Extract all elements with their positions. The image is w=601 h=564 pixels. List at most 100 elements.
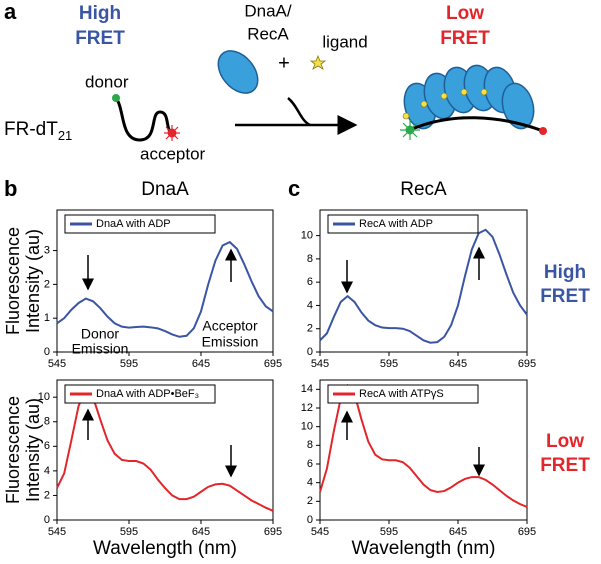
y-tick-label: 6	[307, 276, 313, 288]
substrate-label: FR-dT21	[4, 119, 72, 143]
acceptor-dot	[167, 128, 177, 138]
y-tick-label: 6	[307, 458, 313, 470]
y-tick-label: 12	[301, 402, 313, 414]
y-tick-label: 2	[307, 495, 313, 507]
low-fret: Low	[446, 3, 484, 24]
plus: +	[278, 52, 290, 74]
panel-letter: b	[4, 176, 17, 201]
y-tick-label: 4	[44, 465, 50, 477]
x-tick-label: 545	[311, 358, 329, 370]
annotation: Emission	[202, 334, 259, 350]
side-label: FRET	[540, 455, 590, 476]
legend-label: RecA with ADP	[359, 218, 433, 230]
chart-title: DnaA	[141, 179, 189, 200]
legend-box	[327, 384, 479, 404]
legend-label: DnaA with ADP•BeF₃	[96, 388, 199, 400]
legend-box	[64, 214, 216, 234]
x-tick-label: 695	[518, 526, 536, 538]
donor-dot	[405, 125, 415, 135]
data-line	[56, 240, 274, 338]
donor-label: donor	[85, 72, 129, 91]
legend-box	[327, 214, 479, 234]
y-tick-label: 4	[307, 477, 313, 489]
y-tick-label: 3	[44, 244, 50, 256]
plot-frame	[319, 209, 528, 353]
x-tick-label: 645	[449, 358, 467, 370]
y-axis-label: Fluorescence	[3, 396, 23, 504]
y-tick-label: 8	[307, 439, 313, 451]
filament-dna	[409, 116, 544, 133]
y-tick-label: 0	[44, 514, 50, 526]
y-tick-label: 10	[38, 391, 50, 403]
panel-letter: a	[4, 0, 17, 24]
y-axis-label: Intensity (au)	[23, 398, 43, 502]
y-tick-label: 2	[307, 323, 313, 335]
x-tick-label: 645	[449, 526, 467, 538]
reaction-hook	[287, 97, 311, 127]
panel-letter: c	[288, 176, 300, 201]
y-tick-label: 0	[307, 346, 313, 358]
side-label: Low	[546, 431, 584, 452]
annotation: Emission	[72, 341, 129, 357]
legend-box	[64, 384, 216, 404]
y-tick-label: 6	[44, 440, 50, 452]
y-tick-label: 10	[301, 230, 313, 242]
x-tick-label: 595	[380, 358, 398, 370]
x-axis-label: Wavelength (nm)	[93, 538, 237, 559]
y-tick-label: 8	[44, 416, 50, 428]
data-line	[319, 383, 528, 508]
x-tick-label: 545	[48, 358, 66, 370]
x-tick-label: 695	[518, 358, 536, 370]
y-tick-label: 4	[307, 299, 313, 311]
y-tick-label: 14	[301, 383, 313, 395]
substrate-text: FR-dT	[4, 119, 58, 140]
substrate-sub: 21	[58, 128, 72, 143]
plot-frame	[56, 379, 274, 521]
x-tick-label: 595	[120, 526, 138, 538]
x-tick-label: 545	[48, 526, 66, 538]
ligand-star	[309, 54, 327, 70]
peak-arrows	[82, 246, 485, 478]
high-fret: FRET	[75, 28, 125, 49]
low-fret: FRET	[440, 28, 490, 49]
chart-title: RecA	[400, 179, 447, 200]
filament-ligands	[402, 88, 488, 120]
donor-dot	[112, 94, 120, 102]
y-tick-label: 0	[44, 346, 50, 358]
x-tick-label: 545	[311, 526, 329, 538]
x-tick-label: 695	[264, 526, 282, 538]
x-tick-label: 595	[120, 358, 138, 370]
protein-label: DnaA/	[244, 1, 292, 20]
side-label: High	[544, 262, 586, 283]
x-tick-label: 595	[380, 526, 398, 538]
x-tick-label: 645	[192, 526, 210, 538]
high-fret: High	[79, 3, 121, 24]
y-tick-label: 2	[44, 278, 50, 290]
data-line	[319, 228, 528, 344]
y-axis-label: Fluorescence	[3, 227, 23, 335]
side-label: FRET	[540, 286, 590, 307]
y-tick-label: 8	[307, 253, 313, 265]
ligand-label: ligand	[322, 32, 367, 51]
plot-frame	[56, 209, 274, 353]
filament	[403, 64, 535, 130]
legend-label: RecA with ATPγS	[359, 388, 444, 400]
data-line	[56, 388, 274, 512]
plot-frame	[319, 379, 528, 521]
acceptor-label: acceptor	[140, 144, 206, 163]
annotation: Donor	[81, 326, 119, 342]
y-tick-label: 0	[307, 514, 313, 526]
acceptor-dot	[539, 127, 547, 135]
dna-strand	[114, 97, 173, 142]
x-tick-label: 695	[264, 358, 282, 370]
legend-label: DnaA with ADP	[96, 218, 171, 230]
protein-icon	[217, 50, 259, 94]
y-tick-label: 1	[44, 312, 50, 324]
x-tick-label: 645	[192, 358, 210, 370]
annotation: Acceptor	[202, 318, 258, 334]
protein-label: RecA	[247, 24, 289, 43]
y-tick-label: 2	[44, 489, 50, 501]
x-axis-label: Wavelength (nm)	[352, 538, 496, 559]
